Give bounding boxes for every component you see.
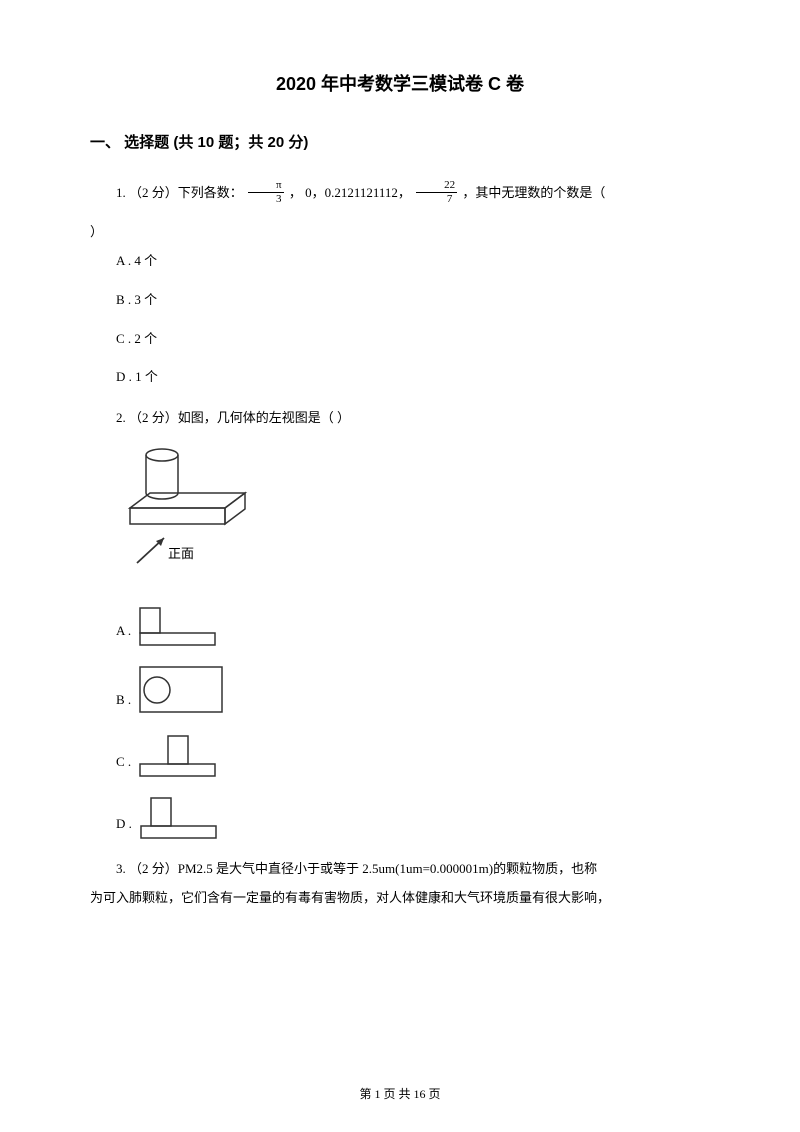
option-d-label: D . — [116, 810, 132, 841]
q1-suffix: ，其中无理数的个数是（ — [462, 185, 605, 200]
fraction-pi-3: π 3 — [248, 179, 284, 204]
q1-mid: ， 0，0.2121121112， — [289, 185, 411, 200]
option-a-shape-icon — [135, 603, 225, 648]
section-1-header: 一、 选择题 (共 10 题；共 20 分) — [90, 131, 710, 152]
q1-option-d: D . 1 个 — [116, 363, 710, 392]
geometry-3d-figure: 正面 — [122, 443, 710, 583]
footer-suffix: 页 — [426, 1087, 441, 1101]
fraction-22-7: 22 7 — [416, 179, 457, 204]
q2-option-a: A . — [116, 603, 710, 648]
q1-option-a: A . 4 个 — [116, 247, 710, 276]
question-3-line2: 为可入肺颗粒，它们含有一定量的有毒有害物质，对人体健康和大气环境质量有很大影响， — [90, 884, 710, 913]
option-d-shape-icon — [136, 793, 226, 841]
question-1: 1. （2 分）下列各数： π 3 ， 0，0.2121121112， 22 7… — [90, 177, 710, 208]
option-b-shape-icon — [135, 662, 230, 717]
option-a-label: A . — [116, 617, 131, 648]
option-b-label: B . — [116, 686, 131, 717]
footer-total-pages: 16 — [414, 1087, 426, 1101]
fraction-numerator: π — [248, 179, 284, 192]
q1-option-c: C . 2 个 — [116, 325, 710, 354]
q1-close-paren: ） — [90, 216, 710, 247]
question-3-line1: 3. （2 分）PM2.5 是大气中直径小于或等于 2.5um(1um=0.00… — [90, 855, 710, 884]
footer-mid: 页 共 — [380, 1087, 413, 1101]
fraction-denominator: 7 — [416, 193, 457, 205]
page-footer: 第 1 页 共 16 页 — [0, 1085, 800, 1102]
q1-option-b: B . 3 个 — [116, 286, 710, 315]
q2-option-b: B . — [116, 662, 710, 717]
exam-title: 2020 年中考数学三模试卷 C 卷 — [90, 70, 710, 96]
option-c-label: C . — [116, 748, 131, 779]
q2-option-d: D . — [116, 793, 710, 841]
footer-prefix: 第 — [359, 1087, 374, 1101]
question-2: 2. （2 分）如图，几何体的左视图是（ ） — [90, 402, 710, 433]
option-c-shape-icon — [135, 731, 225, 779]
fraction-numerator: 22 — [416, 179, 457, 192]
fraction-denominator: 3 — [248, 193, 284, 205]
q1-prefix: 1. （2 分）下列各数： — [116, 185, 243, 200]
q2-option-c: C . — [116, 731, 710, 779]
front-view-label: 正面 — [168, 546, 194, 561]
